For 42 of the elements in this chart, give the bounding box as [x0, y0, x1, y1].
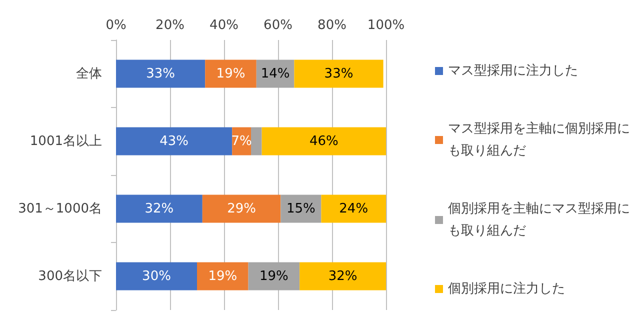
bar	[251, 127, 262, 156]
data-label: 19%	[208, 268, 238, 284]
bar	[262, 127, 386, 156]
bar	[280, 194, 322, 223]
bar	[300, 262, 386, 290]
data-label: 46%	[309, 134, 338, 149]
data-label: 15%	[286, 201, 316, 216]
bar	[321, 194, 386, 223]
bar	[116, 127, 232, 156]
data-label: 14%	[260, 66, 290, 82]
x-tick-label: 100%	[367, 18, 405, 33]
y-tick-label: 1001名以上	[30, 134, 102, 149]
bar	[248, 262, 300, 290]
legend-label: マス型採用に注力した	[448, 64, 578, 78]
x-tick-label: 60%	[264, 18, 292, 33]
bar	[205, 60, 256, 88]
data-label: 33%	[324, 66, 354, 82]
x-tick-label: 80%	[318, 18, 346, 33]
bar	[116, 60, 206, 88]
y-tick-label: 300名以下	[38, 268, 102, 284]
data-label: 19%	[259, 268, 288, 284]
data-label: 43%	[160, 134, 189, 149]
data-label: 32%	[144, 201, 174, 216]
y-tick-label: 全体	[76, 66, 102, 82]
data-label: 33%	[146, 66, 176, 82]
bar	[116, 194, 202, 223]
bar	[202, 194, 281, 223]
legend-label: マス型採用を主軸に個別採用にも取り組んだ	[448, 120, 630, 158]
data-label: 32%	[328, 268, 358, 284]
x-tick-label: 0%	[106, 18, 126, 33]
bar	[197, 262, 248, 290]
x-tick-label: 40%	[210, 18, 238, 33]
bar	[294, 60, 384, 88]
x-tick-label: 20%	[156, 18, 184, 33]
data-label: 24%	[339, 201, 368, 216]
data-label: 29%	[227, 201, 256, 216]
legend-label: 個別採用を主軸にマス型採用にも取り組んだ	[448, 200, 630, 238]
y-tick-label: 301～1000名	[18, 201, 102, 216]
data-label: 19%	[216, 66, 246, 82]
bar	[116, 262, 197, 290]
data-label: 30%	[142, 268, 171, 284]
legend-label: 個別採用に注力した	[448, 282, 565, 296]
